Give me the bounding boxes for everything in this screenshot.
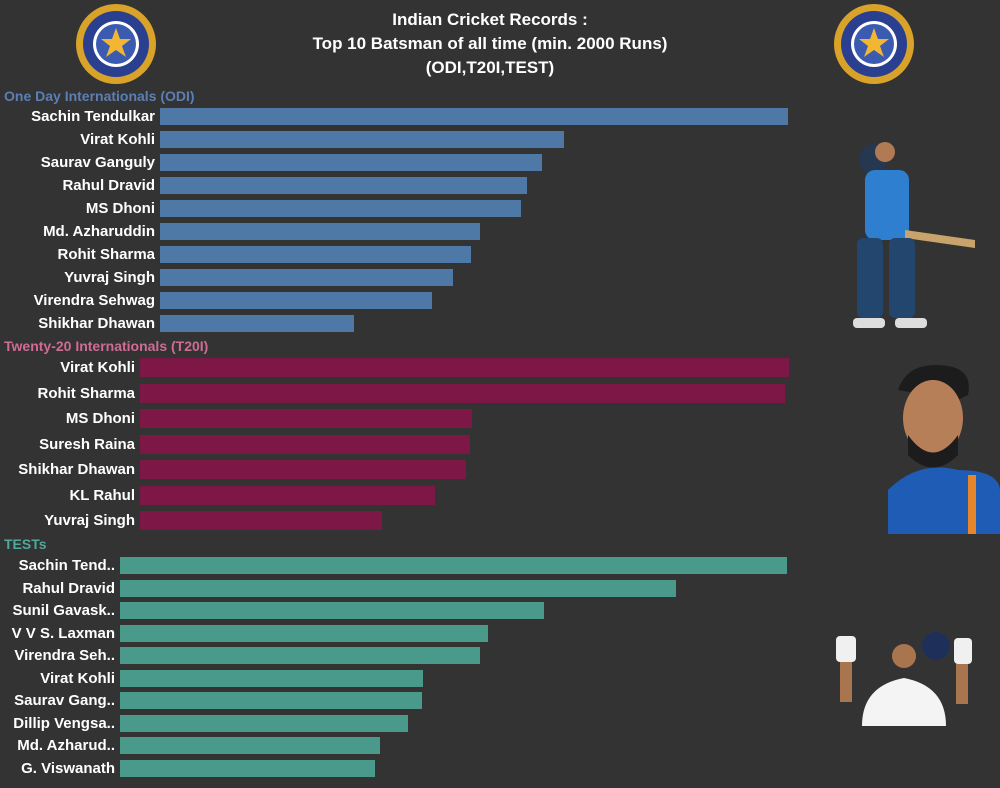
t20-label: Virat Kohli [60, 359, 135, 376]
test-bar [120, 669, 424, 687]
test-label: Sunil Gavask.. [12, 602, 115, 619]
test-label: Sachin Tend.. [18, 557, 115, 574]
test-label: Md. Azharud.. [17, 737, 115, 754]
test-bar [120, 759, 375, 777]
title-line-3: (ODI,T20I,TEST) [425, 58, 555, 77]
title-line-1: Indian Cricket Records : [392, 10, 588, 29]
chart-title: Indian Cricket Records : Top 10 Batsman … [250, 8, 730, 80]
test-bar [120, 579, 676, 597]
t20-bar [140, 358, 789, 377]
t20-player-image [888, 365, 1000, 534]
odi-bar [160, 269, 454, 286]
t20-section-title: Twenty-20 Internationals (T20I) [4, 338, 209, 354]
test-label: Saurav Gang.. [14, 692, 115, 709]
odi-bar [160, 108, 788, 125]
odi-bar [160, 154, 543, 171]
odi-label: Yuvraj Singh [64, 269, 155, 286]
bcci-logo-right-icon [834, 4, 914, 84]
test-section-title: TESTs [4, 536, 47, 552]
test-bar [120, 692, 423, 709]
title-line-2: Top 10 Batsman of all time (min. 2000 Ru… [312, 34, 668, 53]
odi-label: Md. Azharuddin [43, 223, 155, 240]
odi-label: MS Dhoni [85, 200, 155, 217]
odi-bar [160, 131, 565, 148]
test-label: V V S. Laxman [11, 624, 115, 642]
odi-bar [160, 177, 527, 194]
odi-label: Virat Kohli [80, 131, 155, 148]
bcci-logo-left-icon [76, 4, 156, 84]
odi-label: Sachin Tendulkar [31, 108, 155, 125]
odi-bar [160, 292, 433, 309]
odi-bar [160, 246, 471, 263]
t20-bar [140, 485, 435, 505]
test-bar [120, 557, 787, 574]
t20-bar [140, 434, 470, 454]
test-bar [120, 624, 488, 642]
t20-bar [140, 383, 785, 403]
t20-label: KL Rahul [69, 486, 135, 504]
t20-label: Suresh Raina [39, 435, 135, 453]
t20-label: MS Dhoni [65, 410, 135, 427]
t20-label: Yuvraj Singh [44, 512, 135, 529]
test-bar [120, 602, 545, 619]
t20-label: Rohit Sharma [37, 384, 135, 402]
odi-label: Rohit Sharma [57, 246, 155, 263]
test-label: Virat Kohli [40, 669, 115, 687]
odi-label: Shikhar Dhawan [38, 315, 155, 332]
test-label: Rahul Dravid [22, 579, 115, 597]
odi-bar [160, 223, 480, 240]
test-bar [120, 737, 381, 754]
test-label: Dillip Vengsa.. [13, 714, 115, 732]
t20-bar [140, 511, 382, 530]
t20-label: Shikhar Dhawan [18, 461, 135, 478]
odi-player-image [853, 142, 975, 328]
test-player-image [836, 632, 972, 726]
test-label: G. Viswanath [21, 759, 115, 777]
odi-label: Virendra Sehwag [33, 292, 155, 309]
t20-bar [140, 409, 473, 428]
test-label: Virendra Seh.. [14, 647, 115, 664]
odi-bar [160, 200, 522, 217]
test-bar [120, 647, 480, 664]
odi-section-title: One Day Internationals (ODI) [4, 88, 195, 104]
odi-label: Saurav Ganguly [40, 154, 155, 171]
odi-bar [160, 315, 354, 332]
t20-bar [140, 460, 467, 479]
odi-label: Rahul Dravid [62, 177, 155, 194]
test-bar [120, 714, 408, 732]
